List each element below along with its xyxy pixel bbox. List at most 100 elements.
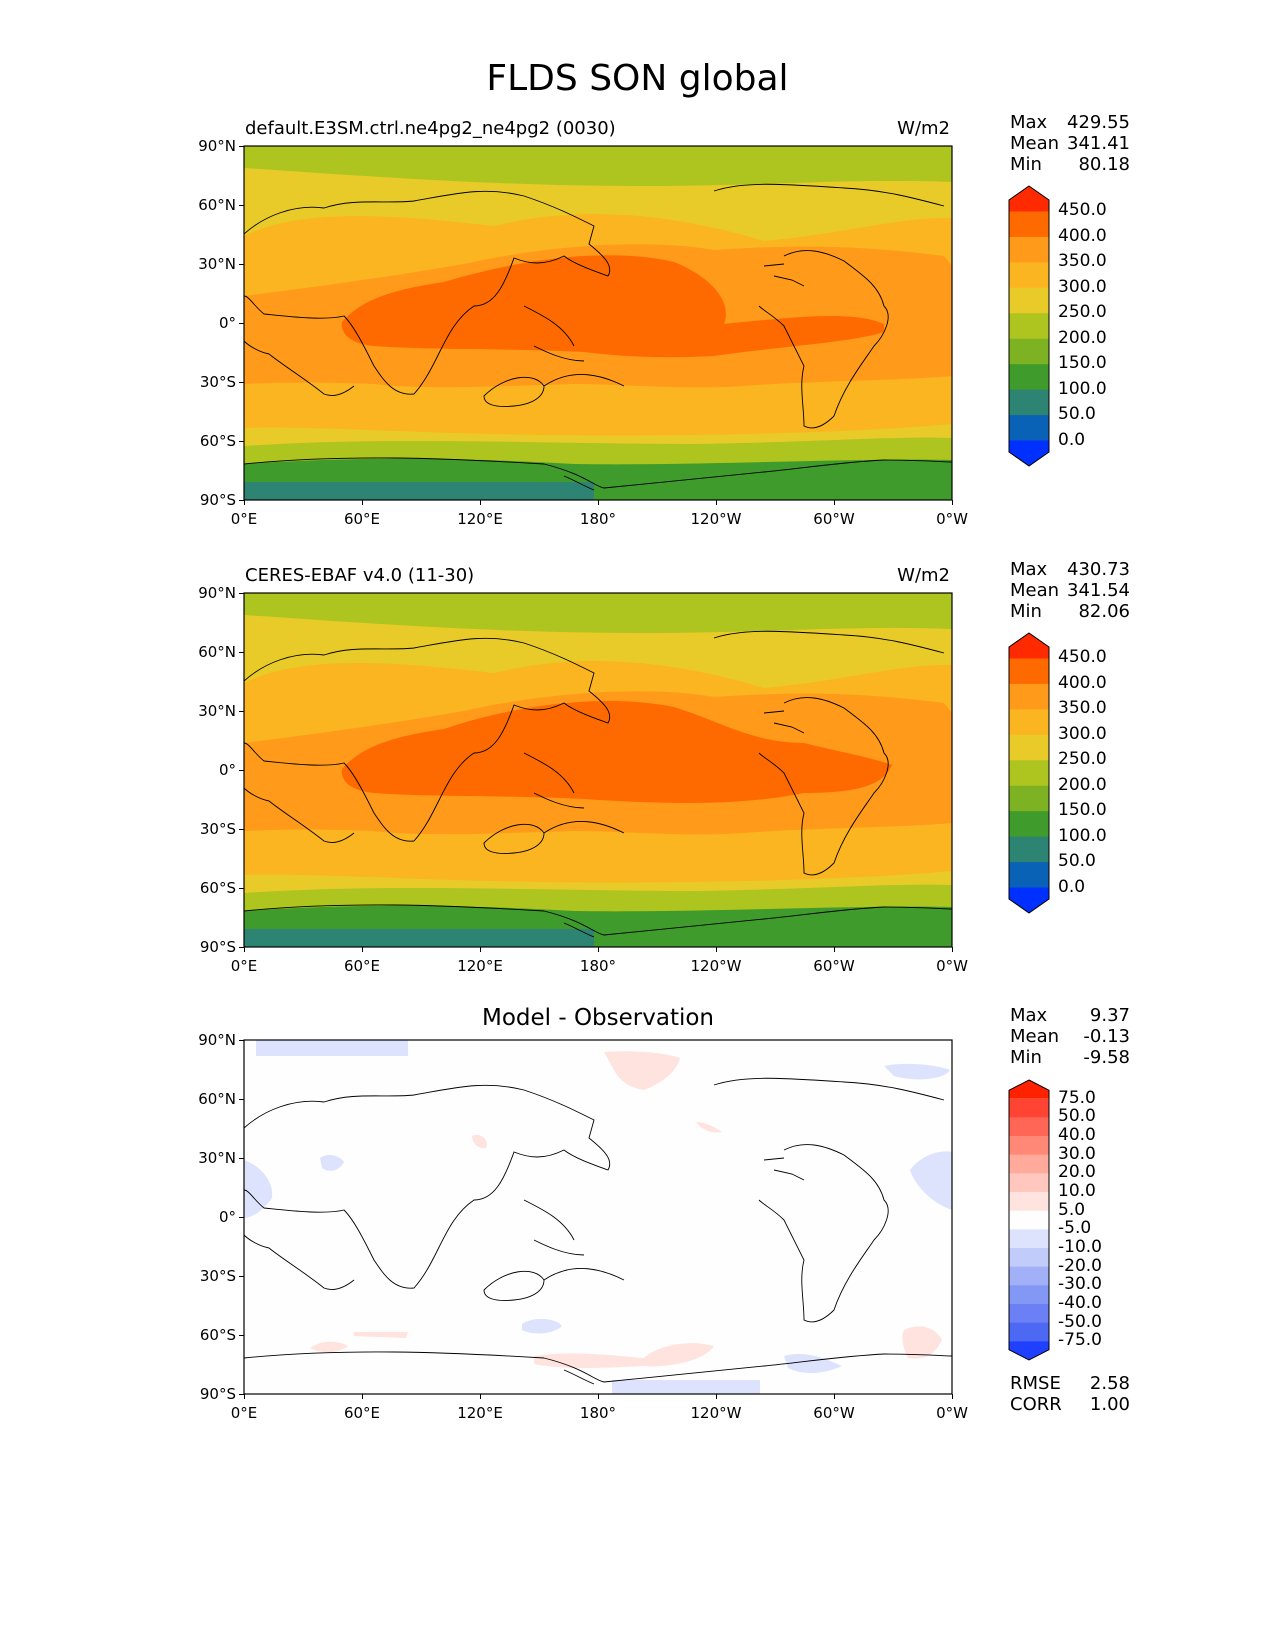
lat-tick-label: 60°S — [199, 1326, 236, 1344]
lon-tick-mark — [362, 500, 363, 505]
corr-label: CORR — [1010, 1394, 1062, 1415]
colorbar-segment — [1009, 1229, 1049, 1249]
lat-tick-label: 30°N — [198, 1149, 236, 1167]
lon-tick-label: 180° — [579, 510, 617, 528]
colorbar-segment — [1009, 211, 1049, 238]
colorbar-panel-2-label: 250.0 — [1058, 749, 1107, 770]
colorbar-panel-3-label: 10.0 — [1058, 1181, 1096, 1201]
panel-1-min: 80.18 — [1078, 154, 1130, 175]
colorbar-panel-1-label: 250.0 — [1058, 302, 1107, 323]
lon-tick-label: 60°E — [343, 957, 381, 975]
lat-tick-mark — [239, 1158, 244, 1159]
panel-3-min: -9.58 — [1083, 1047, 1130, 1068]
lon-tick-mark — [362, 947, 363, 952]
lon-tick-mark — [244, 1394, 245, 1399]
lon-tick-mark — [952, 500, 953, 505]
colorbar-panel-2-label: 150.0 — [1058, 800, 1107, 821]
lon-tick-label: 120°E — [457, 510, 503, 528]
colorbar-segment — [1009, 633, 1049, 659]
colorbar-panel-1-label: 200.0 — [1058, 327, 1107, 348]
lon-tick-mark — [244, 947, 245, 952]
colorbar-panel-3-label: 30.0 — [1058, 1143, 1096, 1164]
panel-2-mean: 341.54 — [1067, 580, 1130, 601]
lon-tick-label: 60°W — [813, 1404, 855, 1422]
lat-tick-label: 90°N — [198, 137, 236, 155]
lon-tick-mark — [952, 1394, 953, 1399]
lon-tick-mark — [716, 947, 717, 952]
colorbar-outline — [1008, 185, 1050, 467]
colorbar-panel-1-label: 450.0 — [1058, 200, 1107, 221]
lon-tick-mark — [598, 500, 599, 505]
lat-tick-label: 90°N — [198, 584, 236, 602]
lat-tick-mark — [239, 500, 244, 501]
colorbar-segment — [1009, 887, 1049, 913]
panel-2-max: 430.73 — [1067, 559, 1130, 580]
colorbar-panel-1-label: 100.0 — [1058, 378, 1107, 399]
pos-anomaly — [604, 1051, 680, 1090]
lat-tick-mark — [239, 382, 244, 383]
colorbar-panel-3-label: -5.0 — [1058, 1218, 1092, 1239]
lat-tick-mark — [239, 1217, 244, 1218]
colorbar-segment — [1009, 389, 1049, 416]
lon-tick-label: 60°E — [343, 1404, 381, 1422]
colorbar-panel-3-label: -30.0 — [1058, 1274, 1102, 1295]
lat-tick-mark — [239, 1099, 244, 1100]
lat-tick-label: 60°S — [199, 879, 236, 897]
colorbar-panel-1-label: 400.0 — [1058, 225, 1107, 246]
lat-tick-mark — [239, 1276, 244, 1277]
lat-tick-label: 30°N — [198, 702, 236, 720]
lat-tick-mark — [239, 205, 244, 206]
lat-tick-label: 0° — [218, 314, 236, 332]
lat-tick-mark — [239, 770, 244, 771]
colorbar-segment — [1009, 862, 1049, 889]
lon-tick-label: 0°E — [230, 1404, 258, 1422]
colorbar-panel-3-label: -40.0 — [1058, 1293, 1102, 1313]
colorbar-panel-3-label: 50.0 — [1058, 1106, 1096, 1127]
lon-tick-mark — [834, 947, 835, 952]
lat-tick-label: 60°S — [199, 432, 236, 450]
lat-tick-label: 0° — [218, 1208, 236, 1226]
colorbar-segment — [1009, 1154, 1049, 1174]
lon-tick-mark — [244, 500, 245, 505]
band-antarctic-plateau — [244, 482, 594, 500]
colorbar-segment — [1009, 785, 1049, 812]
lat-tick-mark — [239, 593, 244, 594]
colorbar-segment — [1009, 1136, 1049, 1156]
colorbar-panel-3-label: -75.0 — [1058, 1330, 1102, 1351]
panel-1-min-label: Min — [1010, 154, 1042, 175]
colorbar-panel-3-label: 5.0 — [1058, 1199, 1086, 1220]
lat-tick-mark — [239, 441, 244, 442]
colorbar-segment — [1009, 1117, 1049, 1137]
lat-tick-mark — [239, 1394, 244, 1395]
lat-tick-label: 30°N — [198, 255, 236, 273]
colorbar-panel-2-label: 200.0 — [1058, 774, 1107, 795]
lat-tick-mark — [239, 1040, 244, 1041]
colorbar-panel-1-label: 150.0 — [1058, 353, 1107, 374]
panel-1-mean-label: Mean — [1010, 133, 1060, 154]
colorbar-segment — [1009, 836, 1049, 863]
map-panel-3 — [243, 1039, 953, 1395]
lat-tick-mark — [239, 652, 244, 653]
lon-tick-mark — [598, 947, 599, 952]
colorbar-segment — [1009, 313, 1049, 340]
lon-tick-label: 180° — [579, 1404, 617, 1422]
lat-tick-label: 90°S — [199, 1385, 236, 1403]
panel-3-max: 9.37 — [1089, 1005, 1130, 1026]
panel-1-title: default.E3SM.ctrl.ne4pg2_ne4pg2 (0030) — [245, 118, 616, 139]
lat-tick-label: 90°S — [199, 491, 236, 509]
lat-tick-label: 60°N — [198, 1090, 236, 1108]
colorbar-segment — [1009, 1248, 1049, 1268]
lat-tick-mark — [239, 947, 244, 948]
map-panel-1 — [243, 145, 953, 501]
lon-tick-mark — [480, 1394, 481, 1399]
lon-tick-label: 60°W — [813, 510, 855, 528]
rmse-label: RMSE — [1010, 1373, 1061, 1394]
colorbar-outline — [1008, 1079, 1050, 1361]
colorbar-panel-2-label: 300.0 — [1058, 723, 1107, 744]
lon-tick-mark — [834, 500, 835, 505]
lat-tick-label: 30°S — [199, 1267, 236, 1285]
colorbar-segment — [1009, 1304, 1049, 1324]
panel-3-min-label: Min — [1010, 1047, 1042, 1068]
colorbar-segment — [1009, 760, 1049, 787]
lon-tick-label: 0°W — [936, 510, 968, 528]
